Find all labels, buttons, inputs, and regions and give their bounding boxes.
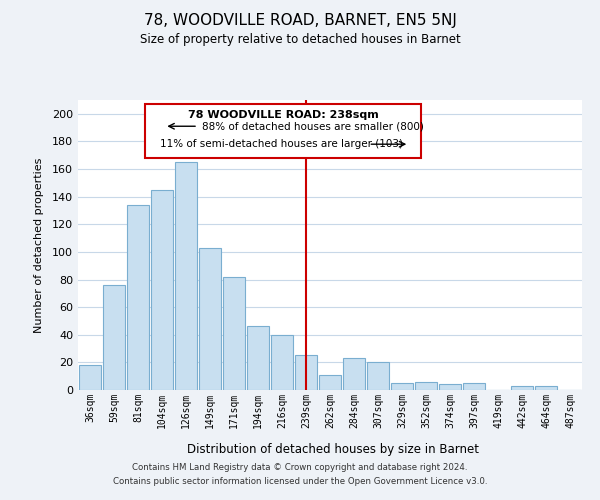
Bar (415, 382, 437, 390)
Bar (295, 356, 317, 390)
Text: Distribution of detached houses by size in Barnet: Distribution of detached houses by size … (187, 442, 479, 456)
Bar (439, 384, 461, 390)
Text: 78, WOODVILLE ROAD, BARNET, EN5 5NJ: 78, WOODVILLE ROAD, BARNET, EN5 5NJ (143, 12, 457, 28)
Bar (247, 326, 269, 390)
Text: 78 WOODVILLE ROAD: 238sqm: 78 WOODVILLE ROAD: 238sqm (188, 110, 379, 120)
Text: 11% of semi-detached houses are larger (103): 11% of semi-detached houses are larger (… (160, 139, 403, 149)
Bar (175, 162, 197, 390)
Bar (199, 248, 221, 390)
FancyBboxPatch shape (145, 104, 421, 158)
Bar (367, 362, 389, 390)
Bar (511, 386, 533, 390)
Bar (127, 205, 149, 390)
Text: Size of property relative to detached houses in Barnet: Size of property relative to detached ho… (140, 32, 460, 46)
Bar (319, 375, 341, 390)
Y-axis label: Number of detached properties: Number of detached properties (34, 158, 44, 332)
Bar (343, 358, 365, 390)
Text: Contains HM Land Registry data © Crown copyright and database right 2024.: Contains HM Land Registry data © Crown c… (132, 464, 468, 472)
Bar (151, 190, 173, 390)
Bar (391, 383, 413, 390)
Bar (79, 365, 101, 390)
Bar (535, 386, 557, 390)
Bar (271, 335, 293, 390)
Bar (223, 277, 245, 390)
Text: 88% of detached houses are smaller (800): 88% of detached houses are smaller (800) (202, 121, 424, 131)
Text: Contains public sector information licensed under the Open Government Licence v3: Contains public sector information licen… (113, 477, 487, 486)
Bar (103, 285, 125, 390)
Bar (463, 383, 485, 390)
